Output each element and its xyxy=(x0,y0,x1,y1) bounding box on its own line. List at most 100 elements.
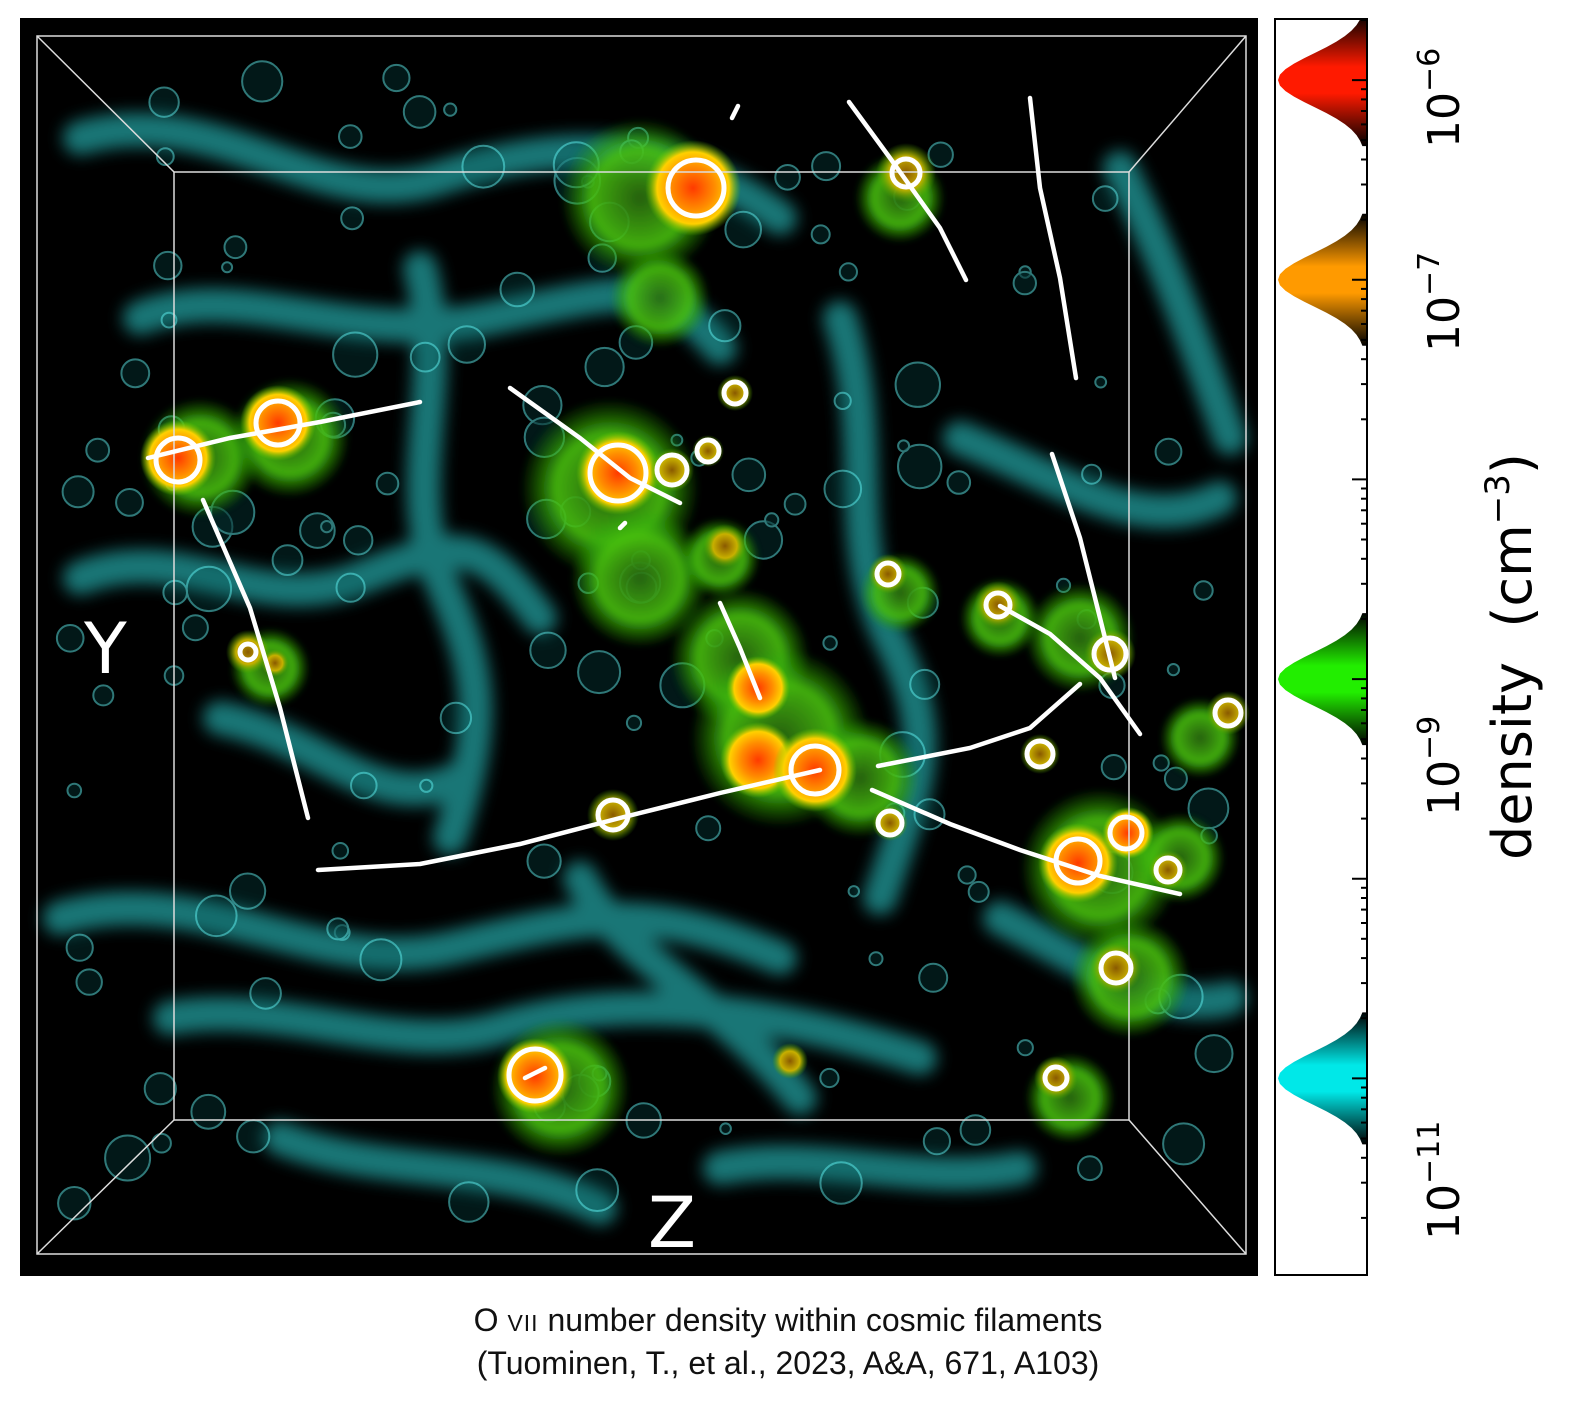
z-axis-label: Z xyxy=(648,1182,696,1264)
filament-spines xyxy=(145,95,1183,1081)
gas-bubble xyxy=(160,311,178,329)
gas-bubble xyxy=(1193,580,1214,601)
low-density-gas-layer xyxy=(43,112,1247,1225)
gas-bubble xyxy=(967,880,990,903)
gas-bubble xyxy=(1077,1155,1103,1182)
gas-bubble xyxy=(764,512,780,528)
gas-bubble xyxy=(526,843,562,879)
gas-bubble xyxy=(375,471,400,496)
warm-halo-4 xyxy=(868,554,908,594)
gas-bubble xyxy=(897,439,911,453)
caption-line-2: (Tuominen, T., et al., 2023, A&A, 671, A… xyxy=(476,1345,1100,1381)
gas-bubble xyxy=(120,358,151,389)
density-colorbar xyxy=(1274,18,1368,1276)
gas-bubble xyxy=(575,1168,620,1212)
gas-bubble xyxy=(402,95,437,129)
warm-halo-16 xyxy=(772,1043,808,1079)
figure-caption: O VII number density within cosmic filam… xyxy=(0,1300,1576,1383)
gas-bubble xyxy=(448,1181,490,1223)
halo-marker-ring-19 xyxy=(1098,950,1134,986)
gas-bubble xyxy=(447,325,486,364)
gas-bubble xyxy=(847,885,860,898)
halo-marker-ring-22 xyxy=(237,641,259,663)
halo-marker-ring-6 xyxy=(694,437,722,465)
halo-marker-ring-3 xyxy=(587,442,649,504)
gas-bubble xyxy=(959,1114,992,1146)
filament-gas-7 xyxy=(943,421,1237,529)
gas-bubble xyxy=(326,917,350,941)
halo-marker-ring-14 xyxy=(875,808,905,838)
gas-bubble xyxy=(350,771,378,800)
gas-bubble xyxy=(822,635,838,651)
halo-marker-ring-0 xyxy=(665,157,727,219)
tick-label-1e-9: 10−9 xyxy=(1412,715,1470,816)
gas-bubble xyxy=(1091,185,1119,212)
gas-bubble xyxy=(499,271,536,308)
filament-gas-9 xyxy=(203,701,477,806)
gas-bubble xyxy=(1012,270,1037,296)
gas-bubble xyxy=(241,60,284,103)
gas-bubble xyxy=(331,842,350,860)
gas-bubble xyxy=(724,210,763,249)
gas-bubble xyxy=(897,443,943,490)
caption-line-1: O VII number density within cosmic filam… xyxy=(473,1302,1103,1338)
gas-bubble xyxy=(1081,463,1103,485)
bounding-box-wireframe xyxy=(36,35,1247,1255)
gas-bubble xyxy=(819,1067,840,1089)
halo-marker-ring-9 xyxy=(983,590,1013,620)
filament-gas-12 xyxy=(263,1121,617,1225)
gas-bubble xyxy=(66,782,83,799)
gas-bubble xyxy=(92,684,115,707)
gas-bubble xyxy=(65,933,94,962)
gas-bubble xyxy=(221,261,234,274)
gas-bubble xyxy=(695,815,722,842)
gas-bubble xyxy=(1194,1034,1234,1074)
halo-marker-ring-5 xyxy=(721,379,749,407)
gas-bubble xyxy=(443,102,458,117)
warm-halo-13 xyxy=(1034,1056,1078,1100)
halo-marker-ring-7 xyxy=(889,156,923,190)
halo-marker-ring-13 xyxy=(595,797,631,833)
halo-marker-ring-10 xyxy=(1091,635,1129,673)
gas-bubble xyxy=(85,437,111,463)
gas-bubble xyxy=(195,894,238,938)
warm-halo-17 xyxy=(703,524,747,568)
gas-bubble xyxy=(819,1161,863,1205)
gas-bubble xyxy=(1154,437,1183,466)
gas-bubble xyxy=(1094,375,1108,389)
gas-bubble xyxy=(335,572,366,603)
halo-markers xyxy=(153,156,1244,1104)
gas-bubble xyxy=(155,147,175,167)
halo-marker-ring-16 xyxy=(1107,814,1145,852)
halo-marker-ring-15 xyxy=(1053,836,1103,886)
transfer-band-orange xyxy=(1278,213,1366,346)
transfer-band-green xyxy=(1278,613,1366,746)
halo-marker-ring-20 xyxy=(1042,1064,1070,1092)
gas-bubble xyxy=(343,525,374,556)
halo-marker-ring-18 xyxy=(1212,697,1244,729)
warm-halo-9 xyxy=(587,789,639,841)
filament-gas-3 xyxy=(43,891,797,975)
gas-bubble xyxy=(382,63,411,93)
gas-bubble xyxy=(190,1093,227,1130)
halo-marker-ring-8 xyxy=(874,560,902,588)
gas-bubble xyxy=(419,778,434,793)
gas-bubble xyxy=(833,391,852,410)
transfer-band-red xyxy=(1278,20,1366,147)
filament-gas-2 xyxy=(63,534,557,635)
gas-bubble xyxy=(719,1122,732,1135)
halo-marker-ring-21 xyxy=(506,1046,564,1104)
halo-marker-ring-11 xyxy=(788,743,842,797)
filament-gas-13 xyxy=(703,1145,1037,1191)
cosmic-web-render xyxy=(36,35,1250,1255)
tick-label-1e-6: 10−6 xyxy=(1412,47,1470,148)
gas-bubble xyxy=(918,962,949,993)
gas-bubble xyxy=(868,951,884,967)
tick-label-1e-11: 10−11 xyxy=(1412,1120,1470,1240)
gas-bubble xyxy=(823,469,863,509)
gas-bubble xyxy=(909,668,941,700)
y-axis-label: Y xyxy=(84,608,127,690)
gas-bubble xyxy=(838,262,859,282)
gas-bubble xyxy=(338,124,363,149)
filament-gas-4 xyxy=(153,991,937,1075)
